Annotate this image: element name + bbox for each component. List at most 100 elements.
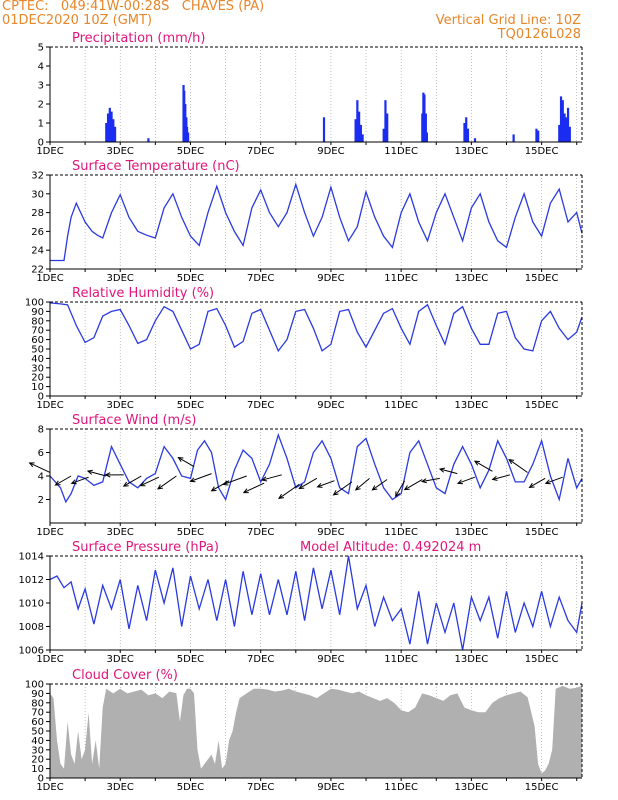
precip-bar	[561, 100, 564, 142]
header-line1: CPTEC: 049:41W-00:28S CHAVES (PA)	[2, 0, 265, 14]
precip-bar	[356, 100, 359, 142]
wind-arrow	[316, 480, 335, 488]
y-tick-label: 2	[38, 495, 44, 506]
precip-bar	[463, 123, 466, 142]
x-tick-label: 5DEC	[177, 400, 204, 411]
y-tick-label: 10	[31, 382, 44, 393]
precip-bar	[559, 96, 563, 142]
precip-bar	[322, 117, 326, 142]
precip-panel: 0 1 2 3 4 5 1DEC 3DEC 5DEC 7DEC 9DEC 11DEC 13DEC 15DE…	[36, 31, 583, 157]
x-tick-label: 3DEC	[107, 654, 134, 665]
x-tick-label: 15DEC	[525, 527, 559, 538]
y-tick-label: 20	[31, 373, 44, 384]
wind-arrow	[222, 475, 247, 486]
x-tick-label: 1DEC	[36, 654, 63, 665]
x-tick-label: 13DEC	[455, 782, 489, 793]
wind-arrow	[491, 474, 511, 481]
y-tick-label: 4	[38, 62, 44, 73]
x-tick-label: 11DEC	[384, 273, 418, 284]
precip-bar	[473, 138, 477, 142]
precip-bar	[359, 124, 362, 142]
y-tick-label: 1008	[19, 622, 44, 633]
precip-bar	[424, 113, 427, 142]
model-altitude-label: Model Altitude: 0.492024 m	[300, 540, 481, 555]
x-tick-label: 7DEC	[247, 527, 274, 538]
wind-arrow	[104, 472, 124, 478]
precip-bar	[537, 130, 540, 142]
x-tick-label: 11DEC	[384, 400, 418, 411]
y-tick-label: 30	[31, 745, 44, 756]
y-tick-label: 28	[31, 208, 44, 219]
y-tick-label: 32	[31, 171, 44, 182]
x-tick-label: 7DEC	[247, 273, 274, 284]
precip-bar	[563, 113, 566, 142]
precip-bar	[465, 117, 468, 142]
wind-arrow	[528, 477, 546, 488]
x-tick-label: 15DEC	[525, 146, 559, 157]
precip-bar	[106, 113, 110, 142]
y-tick-label: 60	[31, 335, 44, 346]
x-tick-label: 13DEC	[455, 400, 489, 411]
x-tick-label: 7DEC	[247, 146, 274, 157]
y-tick-label: 8	[38, 425, 44, 436]
wind-arrow	[456, 476, 476, 485]
y-tick-label: 40	[31, 736, 44, 747]
x-tick-label: 15DEC	[525, 654, 559, 665]
x-tick-label: 13DEC	[455, 273, 489, 284]
x-tick-label: 9DEC	[317, 146, 344, 157]
x-tick-label: 1DEC	[36, 273, 63, 284]
precip-bar	[382, 128, 385, 142]
x-tick-label: 7DEC	[247, 400, 274, 411]
x-tick-label: 9DEC	[317, 273, 344, 284]
precip-bar	[110, 111, 113, 142]
y-tick-label: 90	[31, 689, 44, 700]
wind-arrow	[28, 462, 51, 473]
x-tick-label: 3DEC	[107, 782, 134, 793]
x-tick-label: 1DEC	[36, 146, 63, 157]
precip-bar	[535, 128, 538, 142]
x-tick-label: 15DEC	[525, 782, 559, 793]
wind-arrow	[177, 457, 195, 468]
x-tick-label: 9DEC	[317, 654, 344, 665]
y-tick-label: 80	[31, 316, 44, 327]
y-tick-label: 100	[25, 298, 44, 309]
x-tick-label: 5DEC	[177, 527, 204, 538]
precip-bar	[358, 111, 361, 142]
y-tick-label: 30	[31, 189, 44, 200]
wind-arrow	[139, 476, 160, 487]
wind-arrow	[86, 469, 107, 477]
header-right2: TQ0126L028	[497, 27, 581, 42]
y-tick-label: 6	[38, 448, 44, 459]
y-tick-label: 80	[31, 698, 44, 709]
precip-bar	[566, 107, 570, 142]
wind-arrow	[354, 477, 370, 491]
x-tick-label: 13DEC	[455, 146, 489, 157]
wind-series-line	[49, 432, 583, 504]
temp-title: Surface Temperature (nC)	[72, 159, 240, 174]
precip-bar	[113, 126, 117, 142]
precip-bar	[384, 100, 387, 142]
y-tick-label: 22	[31, 265, 44, 276]
wind-arrow	[210, 480, 230, 492]
x-tick-label: 13DEC	[455, 654, 489, 665]
y-tick-label: 3	[38, 81, 44, 92]
y-tick-label: 2	[38, 100, 44, 111]
cloud-cover-area	[50, 685, 582, 778]
x-tick-label: 7DEC	[247, 782, 274, 793]
wind-arrow	[298, 477, 318, 490]
precip-bar	[558, 124, 561, 142]
x-tick-label: 3DEC	[107, 146, 134, 157]
rh-series-line	[49, 302, 583, 353]
wind-arrow	[420, 477, 440, 484]
pres-series-line	[49, 555, 583, 651]
y-tick-label: 70	[31, 326, 44, 337]
y-tick-label: 1014	[19, 552, 44, 563]
wind-arrow	[278, 483, 300, 500]
x-tick-label: 11DEC	[384, 654, 418, 665]
wind-arrow	[261, 474, 282, 482]
x-tick-label: 11DEC	[384, 782, 418, 793]
y-tick-label: 0	[38, 774, 44, 785]
precip-bar	[466, 128, 470, 142]
